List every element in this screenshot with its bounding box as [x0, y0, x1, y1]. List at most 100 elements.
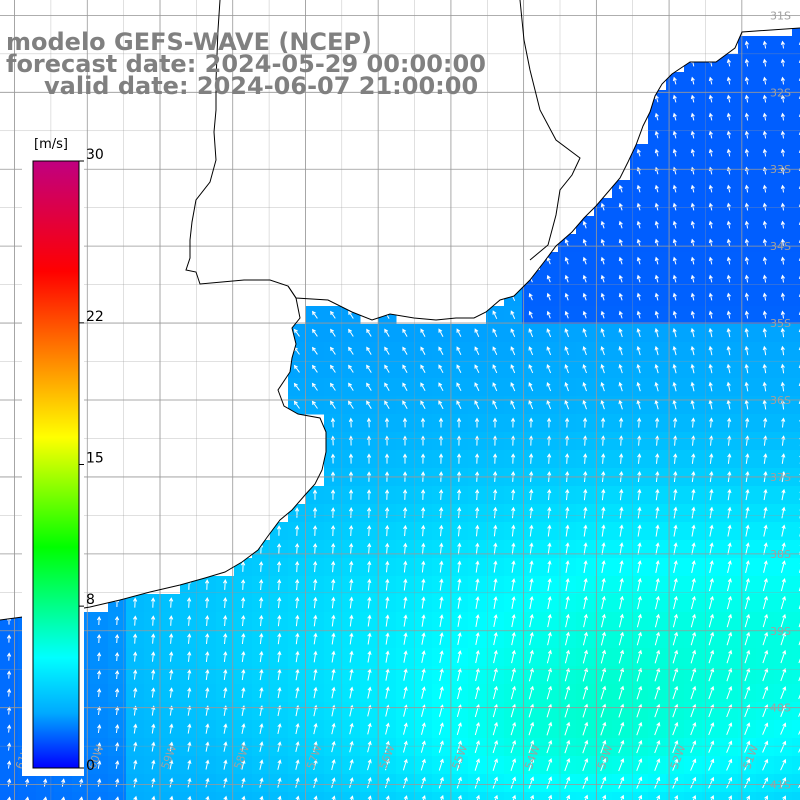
wind-arrow — [456, 722, 462, 736]
wind-arrow — [727, 524, 732, 537]
wind-arrow — [205, 759, 210, 770]
wind-arrow — [528, 346, 534, 356]
wind-arrow — [439, 506, 444, 519]
wind-arrow — [546, 399, 552, 410]
wind-arrow — [654, 721, 661, 736]
wind-arrow — [492, 776, 498, 789]
wind-arrow — [511, 596, 516, 609]
wind-arrow — [672, 94, 677, 103]
wind-arrow — [311, 382, 318, 391]
wind-arrow — [421, 542, 426, 555]
wind-arrow — [564, 256, 569, 265]
wind-arrow — [655, 488, 660, 501]
wind-arrow — [780, 345, 785, 356]
wind-arrow — [564, 453, 570, 464]
wind-arrow — [601, 506, 606, 519]
wind-arrow — [763, 453, 768, 464]
wind-arrow — [672, 148, 677, 157]
wind-arrow — [582, 292, 587, 301]
land-area-north — [186, 0, 800, 320]
wind-arrow — [565, 524, 570, 537]
wind-arrow — [636, 292, 641, 301]
wind-arrow — [187, 669, 192, 680]
field-cell — [288, 792, 307, 800]
wind-arrow — [474, 417, 480, 428]
wind-arrow — [726, 685, 733, 700]
wind-arrow — [420, 489, 426, 500]
wind-arrow — [744, 363, 749, 374]
wind-arrow — [601, 560, 606, 573]
wind-arrow — [366, 489, 372, 500]
wind-arrow — [762, 758, 769, 771]
wind-arrow — [762, 76, 767, 85]
wind-arrow — [439, 524, 444, 537]
wind-arrow — [241, 632, 246, 645]
wind-arrow — [187, 687, 192, 698]
wind-arrow — [312, 542, 318, 555]
wind-arrow — [438, 328, 444, 337]
field-cell — [162, 792, 181, 800]
wind-arrow — [277, 632, 282, 645]
wind-arrow — [132, 633, 138, 644]
wind-arrow — [456, 382, 462, 392]
wind-arrow — [474, 776, 480, 789]
wind-arrow — [313, 777, 318, 788]
wind-arrow — [600, 758, 607, 772]
wind-arrow — [565, 631, 570, 646]
wind-arrow — [421, 650, 426, 663]
wind-arrow — [636, 776, 643, 789]
field-cell — [180, 792, 199, 800]
wind-arrow — [709, 560, 714, 574]
wind-arrow — [456, 488, 462, 501]
wind-arrow — [457, 794, 462, 800]
wind-arrow — [600, 703, 607, 718]
wind-arrow — [403, 722, 408, 735]
wind-arrow — [583, 453, 588, 464]
wind-arrow — [331, 578, 336, 591]
field-cell — [792, 450, 800, 469]
wind-arrow — [726, 327, 731, 338]
wind-arrow — [547, 488, 552, 501]
wind-arrow — [457, 560, 462, 573]
wind-arrow — [673, 595, 678, 610]
wind-arrow — [493, 794, 498, 800]
wind-arrow — [654, 417, 660, 428]
wind-arrow — [421, 795, 426, 800]
wind-arrow — [618, 667, 625, 682]
wind-arrow — [313, 668, 318, 681]
wind-arrow — [546, 417, 552, 428]
wind-arrow — [97, 742, 102, 751]
wind-arrow — [313, 578, 318, 591]
wind-arrow — [115, 760, 120, 769]
wind-arrow — [636, 703, 643, 718]
wind-arrow — [313, 759, 318, 771]
wind-arrow — [349, 578, 354, 591]
field-cell — [792, 216, 800, 235]
wind-arrow — [114, 633, 120, 644]
wind-arrow — [421, 578, 426, 591]
wind-arrow — [781, 524, 786, 537]
wind-arrow — [726, 631, 733, 646]
wind-arrow — [655, 560, 660, 573]
wind-arrow — [133, 651, 138, 662]
wind-arrow — [672, 667, 679, 682]
wind-arrow — [564, 721, 571, 736]
latitude-label: 38S — [770, 548, 791, 561]
wind-arrow — [727, 506, 732, 519]
wind-arrow — [295, 650, 300, 663]
wind-arrow — [510, 382, 516, 392]
wind-arrow — [529, 649, 534, 664]
wind-arrow — [727, 453, 732, 464]
wind-arrow — [259, 686, 264, 699]
colorbar-tick-label: 30 — [86, 147, 104, 163]
wind-arrow — [348, 382, 354, 391]
wind-arrow — [690, 703, 697, 718]
wind-arrow — [295, 668, 300, 681]
wind-arrow — [708, 381, 713, 392]
wind-arrow — [331, 795, 336, 800]
wind-arrow — [637, 577, 642, 592]
wind-arrow — [385, 632, 390, 645]
wind-arrow — [564, 417, 570, 428]
wind-arrow — [457, 596, 462, 609]
